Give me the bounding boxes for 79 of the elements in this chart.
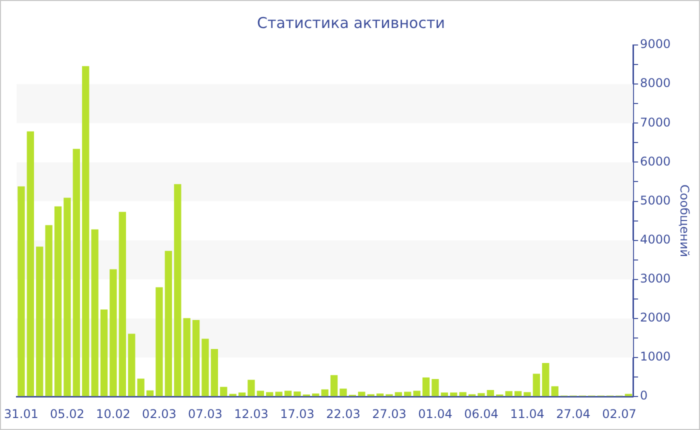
bar [450, 392, 458, 396]
bar [164, 250, 172, 396]
y-tick-label: 3000 [640, 272, 671, 286]
x-tick-label: 10.02 [96, 406, 130, 421]
bar [82, 66, 90, 396]
bar [505, 391, 512, 396]
y-axis-title: Сообщений [678, 184, 692, 258]
x-tick-label: 12.03 [234, 406, 268, 421]
bar [202, 338, 209, 396]
bar [64, 198, 71, 396]
bar [514, 391, 522, 396]
x-tick-label: 07.03 [188, 406, 222, 421]
x-tick-label: 02.07 [602, 406, 636, 421]
y-tick-label: 0 [640, 388, 648, 403]
bar [210, 348, 218, 396]
bar [26, 131, 34, 396]
bar [248, 380, 255, 396]
y-tick-label: 1000 [640, 350, 671, 364]
x-tick-label: 06.04 [464, 406, 498, 421]
x-tick-label: 02.03 [142, 406, 176, 421]
x-tick-label: 31.01 [4, 406, 38, 421]
chart-title: Статистика активности [257, 14, 445, 32]
x-tick-label: 17.03 [280, 406, 314, 421]
bar [294, 392, 301, 396]
y-tick-label: 6000 [640, 154, 671, 168]
bar [183, 318, 190, 396]
bar [128, 334, 136, 396]
x-tick-label: 05.02 [50, 406, 84, 421]
bar [54, 206, 62, 396]
bar [422, 377, 430, 396]
bar [146, 390, 154, 396]
bar [174, 184, 182, 396]
bar [156, 287, 163, 396]
bar [413, 390, 420, 396]
bar [340, 388, 347, 396]
y-tick-label: 4000 [640, 232, 671, 246]
bar [118, 212, 126, 396]
bar [358, 392, 366, 396]
bar [238, 392, 246, 396]
bar [551, 386, 558, 396]
bar [486, 390, 494, 396]
bar [91, 229, 98, 396]
x-tick-label: 11.04 [510, 406, 544, 421]
bar [36, 246, 44, 396]
bar [100, 309, 108, 396]
x-tick-label: 27.03 [372, 406, 406, 421]
x-tick-label: 22.03 [326, 406, 360, 421]
y-tick-label: 8000 [640, 76, 671, 90]
bar [192, 320, 200, 396]
y-tick-label: 2000 [640, 310, 671, 325]
x-tick-label: 27.04 [556, 406, 590, 421]
bar [266, 392, 274, 396]
y-tick-label: 7000 [640, 115, 671, 130]
bar [321, 389, 328, 396]
bar [532, 374, 540, 396]
bar [432, 379, 439, 396]
bar [45, 225, 52, 396]
bar [330, 375, 338, 396]
bar [312, 393, 320, 396]
bar [440, 392, 448, 396]
bar [478, 393, 485, 396]
bar [110, 269, 117, 396]
bar [72, 148, 80, 396]
x-tick-label: 01.04 [418, 406, 452, 421]
bar [284, 390, 292, 396]
bar [404, 392, 412, 396]
bar [220, 386, 228, 396]
bar [18, 186, 25, 396]
bar [275, 392, 282, 396]
bar [137, 378, 144, 396]
bar [524, 392, 531, 396]
bar [394, 392, 402, 396]
bar [542, 363, 550, 396]
bar [256, 390, 264, 396]
y-tick-label: 5000 [640, 193, 671, 208]
bar [376, 393, 384, 396]
bar [459, 392, 466, 396]
y-tick-label: 9000 [640, 37, 671, 52]
bar [229, 394, 236, 396]
